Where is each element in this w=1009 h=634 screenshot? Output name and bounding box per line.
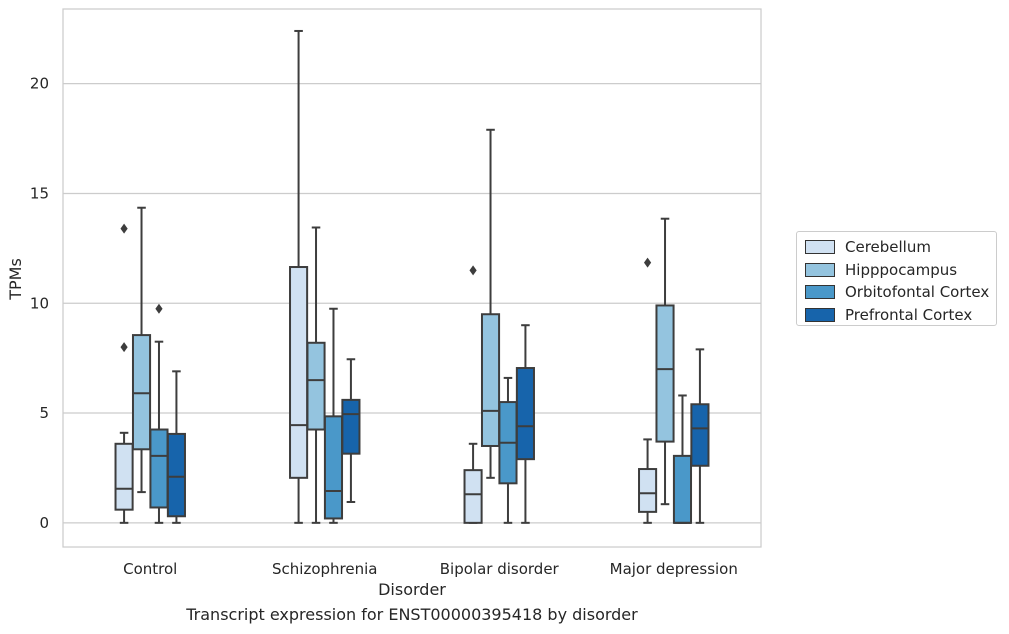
y-tick-label: 15 [30, 184, 49, 202]
y-tick-label: 5 [39, 404, 49, 422]
box [480, 128, 501, 479]
box-iqr [690, 403, 710, 467]
legend-label: Prefrontal Cortex [845, 305, 973, 324]
legend-swatch [805, 240, 835, 255]
box [289, 29, 309, 524]
box-iqr [463, 469, 483, 524]
box-series-0 [114, 29, 658, 524]
x-axis-ticks: Control Schizophrenia Bipolar disorder Majo… [123, 560, 738, 578]
box-iqr [638, 468, 658, 513]
legend-item: Orbitofontal Cortex [805, 281, 996, 304]
box [498, 376, 518, 524]
y-tick-label: 10 [30, 294, 49, 312]
box-series-3 [166, 324, 710, 524]
x-tick-label: Control [123, 560, 177, 578]
box [166, 370, 186, 524]
x-tick-label: Major depression [610, 560, 738, 578]
x-tick-label: Schizophrenia [272, 560, 377, 578]
box-iqr [515, 367, 535, 461]
outlier-point [469, 265, 477, 276]
legend-item: Hipppocampus [805, 259, 996, 282]
outlier-point [120, 342, 128, 353]
box-iqr [323, 415, 344, 520]
box [306, 226, 326, 524]
box [341, 358, 361, 503]
legend: Cerebellum Hipppocampus Orbitofontal Corte… [796, 231, 997, 326]
box-iqr [166, 432, 186, 518]
plot-frame [62, 8, 762, 548]
box-iqr [306, 341, 326, 431]
box-iqr [655, 304, 675, 443]
y-axis-ticks: 0 5 10 15 20 [30, 75, 49, 532]
box [131, 206, 152, 494]
legend-swatch [805, 307, 835, 322]
box-series-2 [149, 303, 693, 524]
box-iqr [341, 398, 361, 455]
legend-swatch [805, 262, 835, 277]
legend-item: Prefrontal Cortex [805, 304, 996, 327]
x-tick-label: Bipolar disorder [440, 560, 560, 578]
y-tick-label: 0 [39, 514, 49, 532]
y-tick-label: 20 [30, 75, 49, 93]
box-iqr [131, 334, 152, 451]
box [638, 257, 658, 524]
box-series [114, 29, 710, 524]
box-iqr [289, 266, 309, 479]
box [323, 307, 344, 524]
legend-label: Cerebellum [845, 238, 931, 257]
y-axis-label: TPMs [6, 258, 25, 301]
outlier-point [155, 303, 163, 314]
legend-label: Hipppocampus [845, 260, 958, 279]
box-iqr [480, 313, 501, 447]
box [149, 303, 169, 524]
box-iqr [149, 428, 169, 509]
box [672, 394, 693, 524]
box [463, 265, 483, 524]
box [690, 348, 710, 524]
chart-title: Transcript expression for ENST0000039541… [186, 605, 638, 624]
outlier-point [643, 257, 652, 268]
legend-label: Orbitofontal Cortex [845, 283, 990, 302]
box [515, 324, 535, 524]
box-iqr [672, 454, 693, 524]
box [655, 217, 675, 506]
box-iqr [114, 442, 134, 511]
x-axis-label: Disorder [378, 580, 446, 599]
box [114, 223, 134, 524]
box-series-1 [131, 128, 675, 524]
legend-item: Cerebellum [805, 236, 996, 259]
outlier-point [120, 223, 128, 234]
legend-swatch [805, 285, 835, 300]
